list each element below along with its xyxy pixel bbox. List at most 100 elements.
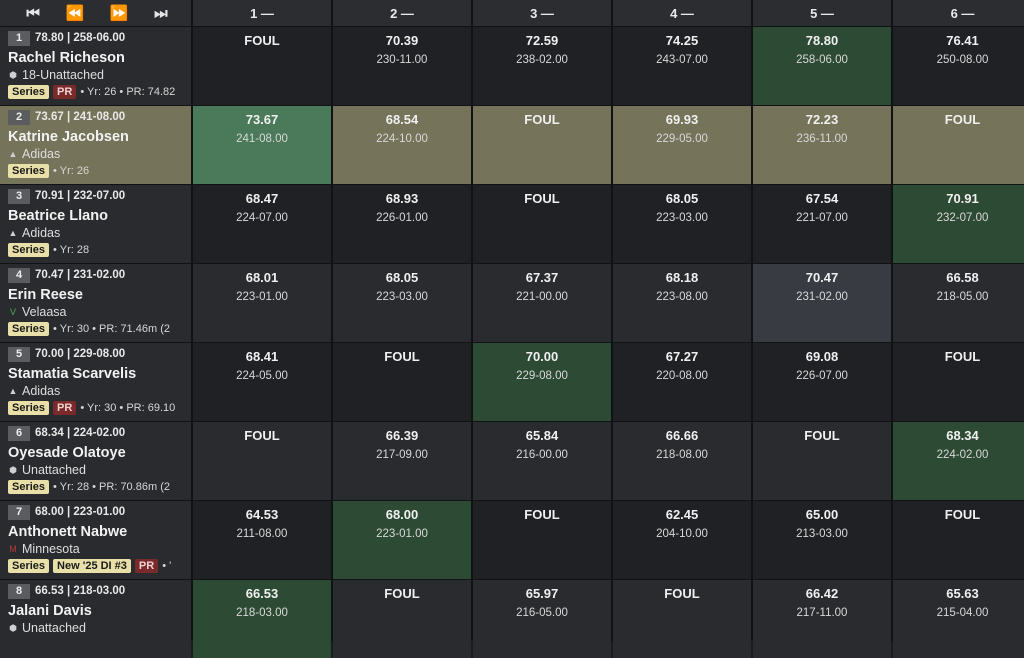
attempt-cell[interactable]: 68.47 224-07.00 (193, 185, 331, 263)
series-badge[interactable]: Series (8, 401, 50, 415)
attempt-cell[interactable]: 70.00 229-08.00 (473, 343, 611, 421)
attempt-cell[interactable]: FOUL (333, 580, 471, 658)
attempt-cell[interactable]: 70.47 231-02.00 (753, 264, 891, 342)
attempt-cell[interactable]: 70.39 230-11.00 (333, 27, 471, 105)
next-page-icon[interactable]: ⏩ (109, 5, 129, 22)
athlete-row-header[interactable]: 3 70.91 | 232-07.00 Beatrice Llano ▲ Adi… (0, 185, 191, 263)
attempt-imperial: 223-03.00 (656, 212, 708, 224)
team-name: Minnesota (22, 542, 80, 556)
athlete-name[interactable]: Oyesade Olatoye (8, 445, 126, 461)
attempt-cell[interactable]: FOUL (613, 580, 751, 658)
attempt-cell[interactable]: FOUL (473, 106, 611, 184)
attempt-cell[interactable]: FOUL (333, 343, 471, 421)
attempt-cell[interactable]: 69.93 229-05.00 (613, 106, 751, 184)
series-badge[interactable]: Series (8, 164, 50, 178)
round-header-2[interactable]: 2 — (333, 0, 471, 26)
attempt-cell[interactable]: 78.80 258-06.00 (753, 27, 891, 105)
athlete-name[interactable]: Beatrice Llano (8, 208, 108, 224)
attempt-cell[interactable]: 73.67 241-08.00 (193, 106, 331, 184)
attempt-cell[interactable]: 65.63 215-04.00 (893, 580, 1024, 658)
athlete-row-header[interactable]: 2 73.67 | 241-08.00 Katrine Jacobsen ▲ A… (0, 106, 191, 184)
attempt-cell[interactable]: 67.37 221-00.00 (473, 264, 611, 342)
best-mark-summary: 73.67 | 241-08.00 (35, 111, 126, 123)
athlete-name[interactable]: Rachel Richeson (8, 50, 125, 66)
attempt-cell[interactable]: FOUL (893, 501, 1024, 579)
previous-page-icon[interactable]: ⏪ (65, 5, 84, 22)
series-badge[interactable]: Series (8, 85, 50, 99)
attempt-imperial: 223-08.00 (656, 291, 708, 303)
first-page-icon[interactable]: ⏮ (26, 4, 39, 22)
athlete-meta: • ' (162, 560, 172, 572)
attempt-cell[interactable]: FOUL (193, 27, 331, 105)
athlete-name[interactable]: Anthonett Nabwe (8, 524, 128, 540)
round-header-6[interactable]: 6 — (893, 0, 1024, 26)
attempt-cell[interactable]: 66.53 218-03.00 (193, 580, 331, 658)
attempt-cell[interactable]: 68.18 223-08.00 (613, 264, 751, 342)
attempt-cell[interactable]: FOUL (893, 343, 1024, 421)
attempt-cell[interactable]: 68.05 223-03.00 (333, 264, 471, 342)
round-header-4[interactable]: 4 — (613, 0, 751, 26)
athlete-row-header[interactable]: 8 66.53 | 218-03.00 Jalani Davis ⬢ Unatt… (0, 580, 191, 658)
athlete-name[interactable]: Erin Reese (8, 287, 83, 303)
attempt-cell[interactable]: 66.39 217-09.00 (333, 422, 471, 500)
attempt-cell[interactable]: 68.01 223-01.00 (193, 264, 331, 342)
attempt-cell[interactable]: FOUL (193, 422, 331, 500)
athlete-row-header[interactable]: 7 68.00 | 223-01.00 Anthonett Nabwe M Mi… (0, 501, 191, 579)
attempt-imperial: 223-01.00 (236, 291, 288, 303)
attempt-cell[interactable]: FOUL (473, 501, 611, 579)
athlete-row-header[interactable]: 5 70.00 | 229-08.00 Stamatia Scarvelis ▲… (0, 343, 191, 421)
athlete-row-header[interactable]: 1 78.80 | 258-06.00 Rachel Richeson ⬢ 18… (0, 27, 191, 105)
round-header-3[interactable]: 3 — (473, 0, 611, 26)
attempt-cell[interactable]: 66.42 217-11.00 (753, 580, 891, 658)
attempt-cell[interactable]: 65.97 216-05.00 (473, 580, 611, 658)
attempt-cell[interactable]: 65.84 216-00.00 (473, 422, 611, 500)
attempt-mark: 69.08 (805, 349, 839, 364)
attempt-cell[interactable]: FOUL (473, 185, 611, 263)
attempt-cell[interactable]: 66.58 218-05.00 (893, 264, 1024, 342)
attempt-cell[interactable]: 67.27 220-08.00 (613, 343, 751, 421)
series-badge[interactable]: Series (8, 322, 50, 336)
attempt-cell[interactable]: 68.34 224-02.00 (893, 422, 1024, 500)
athlete-name[interactable]: Stamatia Scarvelis (8, 366, 137, 382)
attempt-cell[interactable]: 64.53 211-08.00 (193, 501, 331, 579)
attempt-cell[interactable]: 68.54 224-10.00 (333, 106, 471, 184)
attempt-cell[interactable]: 70.91 232-07.00 (893, 185, 1024, 263)
attempt-mark: FOUL (944, 349, 981, 364)
place-badge: 3 (8, 188, 30, 204)
attempt-cell[interactable]: 68.00 223-01.00 (333, 501, 471, 579)
athlete-name[interactable]: Katrine Jacobsen (8, 129, 129, 145)
last-page-icon[interactable]: ⏭ (154, 4, 167, 22)
attempt-cell[interactable]: FOUL (753, 422, 891, 500)
attempt-cell[interactable]: 76.41 250-08.00 (893, 27, 1024, 105)
best-mark-summary: 70.00 | 229-08.00 (35, 348, 126, 360)
attempt-imperial: 229-05.00 (656, 133, 708, 145)
attempt-cell[interactable]: 69.08 226-07.00 (753, 343, 891, 421)
attempt-mark: FOUL (524, 507, 560, 522)
best-mark-summary: 78.80 | 258-06.00 (35, 32, 126, 44)
attempt-cell[interactable]: 66.66 218-08.00 (613, 422, 751, 500)
series-badge[interactable]: Series (8, 243, 50, 257)
attempt-cell[interactable]: 68.41 224-05.00 (193, 343, 331, 421)
attempt-cell[interactable]: 68.93 226-01.00 (333, 185, 471, 263)
attempt-cell[interactable]: 67.54 221-07.00 (753, 185, 891, 263)
attempt-cell[interactable]: FOUL (893, 106, 1024, 184)
series-badge[interactable]: Series (8, 480, 50, 494)
round-header-5[interactable]: 5 — (753, 0, 891, 26)
attempt-cell[interactable]: 72.23 236-11.00 (753, 106, 891, 184)
attempt-cell[interactable]: 74.25 243-07.00 (613, 27, 751, 105)
round-header-1[interactable]: 1 — (193, 0, 331, 26)
attempt-mark: 76.41 (946, 33, 979, 48)
athlete-row-header[interactable]: 6 68.34 | 224-02.00 Oyesade Olatoye ⬢ Un… (0, 422, 191, 500)
attempt-cell[interactable]: 65.00 213-03.00 (753, 501, 891, 579)
athlete-meta: • Yr: 28 • PR: 70.86m (2 (53, 481, 170, 493)
series-badge[interactable]: Series (8, 559, 50, 573)
attempt-cell[interactable]: 68.05 223-03.00 (613, 185, 751, 263)
athlete-row-header[interactable]: 4 70.47 | 231-02.00 Erin Reese V Velaasa… (0, 264, 191, 342)
attempt-mark: 68.93 (385, 191, 419, 206)
attempt-imperial: 217-11.00 (796, 607, 848, 619)
athlete-team: ▲ Adidas (8, 384, 191, 398)
attempt-cell[interactable]: 62.45 204-10.00 (613, 501, 751, 579)
athlete-name[interactable]: Jalani Davis (8, 603, 92, 619)
attempt-mark: 66.66 (665, 428, 699, 443)
attempt-cell[interactable]: 72.59 238-02.00 (473, 27, 611, 105)
